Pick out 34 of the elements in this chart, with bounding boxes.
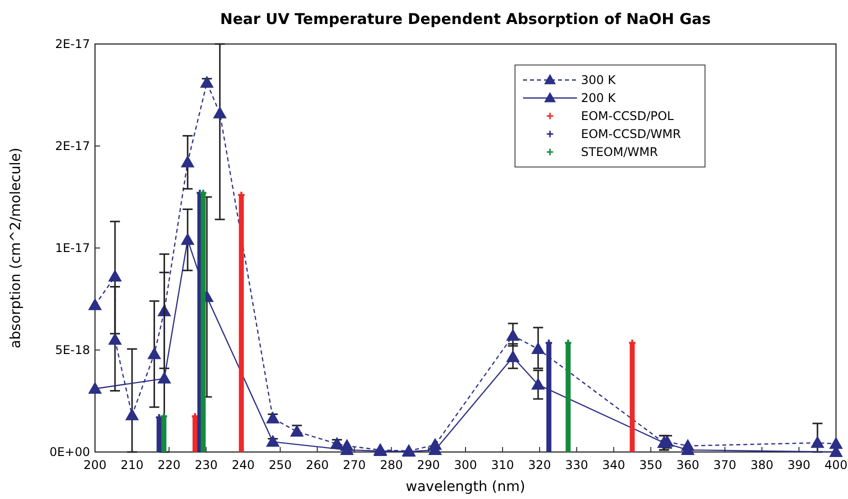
x-tick-label: 220	[158, 458, 181, 472]
legend-label: 300 K	[581, 73, 617, 87]
legend-label: 200 K	[581, 91, 617, 105]
x-tick-label: 370	[713, 458, 736, 472]
x-tick-label: 340	[602, 458, 626, 472]
x-tick-label: 350	[639, 458, 662, 472]
x-tick-label: 250	[268, 458, 292, 472]
y-tick-label: 0E+00	[49, 445, 90, 459]
x-tick-label: 210	[120, 458, 144, 472]
x-tick-label: 360	[676, 458, 700, 472]
y-tick-label: 2E-17	[55, 37, 90, 51]
x-tick-label: 330	[565, 458, 588, 472]
legend-label: STEOM/WMR	[581, 145, 658, 159]
chart-title: Near UV Temperature Dependent Absorption of NaOH Gas	[220, 10, 711, 28]
y-tick-label: 5E-18	[55, 343, 90, 357]
y-axis-title: absorption (cm^2/molecule)	[8, 148, 24, 348]
x-tick-label: 230	[194, 458, 218, 472]
x-tick-label: 390	[787, 458, 810, 472]
legend-label: EOM-CCSD/WMR	[581, 127, 681, 141]
x-tick-label: 400	[824, 458, 848, 472]
x-tick-label: 240	[232, 458, 255, 472]
x-tick-label: 380	[750, 458, 774, 472]
x-tick-label: 310	[491, 458, 514, 472]
x-tick-label: 260	[306, 458, 329, 472]
x-tick-label: 300	[454, 458, 477, 472]
x-tick-label: 320	[528, 458, 552, 472]
x-tick-label: 200	[84, 458, 106, 472]
y-tick-label: 1E-17	[55, 241, 90, 255]
x-axis-title: wavelength (nm)	[406, 479, 526, 495]
x-tick-label: 290	[416, 458, 440, 472]
legend-label: EOM-CCSD/POL	[581, 109, 674, 123]
y-tick-label: 2E-17	[55, 139, 90, 153]
x-tick-label: 280	[380, 458, 403, 472]
x-tick-label: 270	[342, 458, 366, 472]
